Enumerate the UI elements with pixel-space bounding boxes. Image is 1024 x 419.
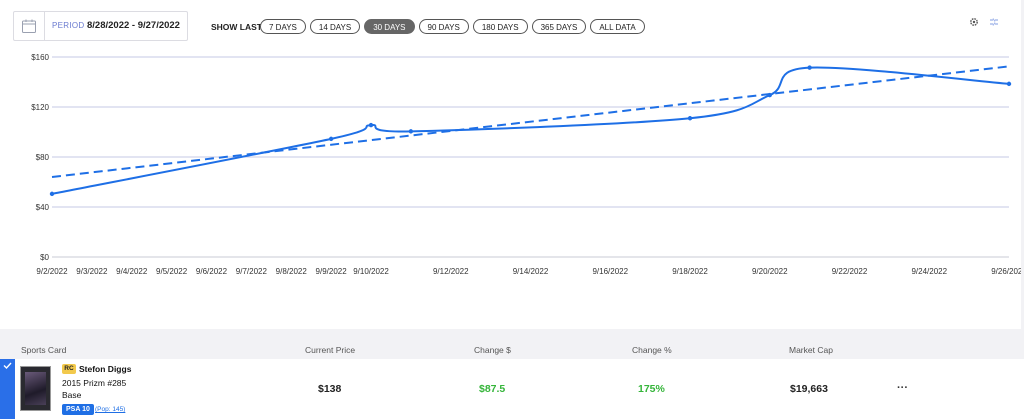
price-point xyxy=(767,92,772,98)
range-14-days-button[interactable]: 14 DAYS xyxy=(309,19,361,34)
price-point xyxy=(328,136,334,142)
header-change-dollar: Change $ xyxy=(474,345,511,355)
trend-line xyxy=(51,65,1010,178)
x-tick-label: 9/2/2022 xyxy=(36,267,68,276)
checkmark-icon xyxy=(3,362,12,370)
card-set: 2015 Prizm #285 xyxy=(62,378,127,388)
x-tick-label: 9/24/2022 xyxy=(911,267,947,276)
price-line xyxy=(51,66,1010,195)
compare-icon[interactable] xyxy=(986,14,1002,30)
price-point xyxy=(687,116,693,121)
change-percent-value: 175% xyxy=(638,383,665,395)
show-last-label: SHOW LAST xyxy=(211,22,262,32)
table-header: Sports Card Current Price Change $ Chang… xyxy=(0,341,1024,357)
table-row[interactable]: RC Stefon Diggs 2015 Prizm #285 Base PSA… xyxy=(0,359,1024,419)
x-tick-label: 9/14/2022 xyxy=(513,267,549,276)
range-selector: 7 DAYS 14 DAYS 30 DAYS 90 DAYS 180 DAYS … xyxy=(260,19,649,34)
price-point xyxy=(368,122,374,128)
x-tick-label: 9/3/2022 xyxy=(76,267,108,276)
current-price-value: $138 xyxy=(318,383,342,395)
x-tick-label: 9/26/2022 xyxy=(991,267,1021,276)
change-dollar-value: $87.5 xyxy=(479,383,506,395)
gear-icon[interactable] xyxy=(966,14,982,30)
price-line-chart: $0 $40 $80 $120 $160 9/2/2022 9/3/2022 9/4/202… xyxy=(31,53,1021,276)
x-tick-label: 9/6/2022 xyxy=(196,267,228,276)
y-tick-label: $120 xyxy=(31,103,49,112)
population-link[interactable]: (Pop: 145) xyxy=(95,406,126,413)
calendar-icon[interactable] xyxy=(14,12,45,40)
x-tick-label: 9/22/2022 xyxy=(832,267,868,276)
y-tick-label: $40 xyxy=(36,203,50,212)
more-actions-button[interactable]: ··· xyxy=(897,382,908,394)
row-select-checkbox[interactable] xyxy=(0,359,15,419)
y-tick-label: $80 xyxy=(36,153,50,162)
price-point xyxy=(49,191,55,197)
player-name[interactable]: Stefon Diggs xyxy=(79,364,132,374)
grade-badge: PSA 10 xyxy=(62,404,94,415)
range-365-days-button[interactable]: 365 DAYS xyxy=(531,19,587,34)
range-all-data-button[interactable]: ALL DATA xyxy=(590,19,645,34)
x-tick-label: 9/10/2022 xyxy=(353,267,389,276)
card-variant: Base xyxy=(62,390,82,400)
header-sports-card: Sports Card xyxy=(21,345,67,355)
market-cap-value: $19,663 xyxy=(790,383,828,395)
header-current-price: Current Price xyxy=(305,345,356,355)
card-thumbnail[interactable] xyxy=(20,366,51,411)
x-tick-label: 9/5/2022 xyxy=(156,267,188,276)
y-tick-label: $0 xyxy=(40,253,49,262)
x-tick-label: 9/16/2022 xyxy=(592,267,628,276)
x-tick-label: 9/12/2022 xyxy=(433,267,469,276)
period-label: PERIOD xyxy=(52,21,85,30)
period-value: 8/28/2022 - 9/27/2022 xyxy=(87,20,180,31)
header-change-percent: Change % xyxy=(632,345,672,355)
header-market-cap: Market Cap xyxy=(789,345,833,355)
range-180-days-button[interactable]: 180 DAYS xyxy=(472,19,528,34)
x-tick-label: 9/4/2022 xyxy=(116,267,148,276)
x-tick-label: 9/8/2022 xyxy=(276,267,308,276)
x-tick-label: 9/20/2022 xyxy=(752,267,788,276)
chart-card: PERIOD 8/28/2022 - 9/27/2022 SHOW LAST 7… xyxy=(0,0,1021,329)
price-point xyxy=(408,129,414,134)
x-tick-label: 9/18/2022 xyxy=(672,267,708,276)
range-90-days-button[interactable]: 90 DAYS xyxy=(418,19,469,34)
price-point xyxy=(807,65,812,70)
period-picker[interactable]: PERIOD 8/28/2022 - 9/27/2022 xyxy=(13,11,188,41)
x-tick-label: 9/9/2022 xyxy=(316,267,348,276)
x-tick-label: 9/7/2022 xyxy=(236,267,268,276)
range-7-days-button[interactable]: 7 DAYS xyxy=(260,19,306,34)
rookie-badge: RC xyxy=(62,364,76,374)
price-point xyxy=(1006,81,1012,87)
range-30-days-button[interactable]: 30 DAYS xyxy=(364,19,415,34)
y-tick-label: $160 xyxy=(31,53,49,62)
